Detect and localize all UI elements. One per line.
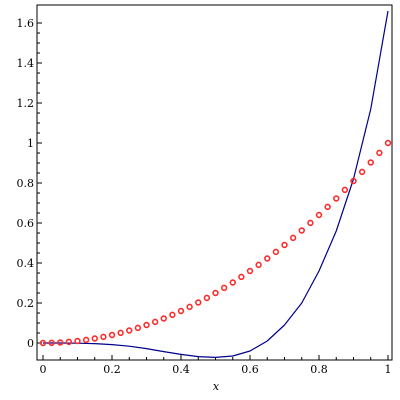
series-point-red (91, 335, 98, 342)
series-layer (39, 10, 392, 358)
x-tick-label: 0.2 (103, 363, 121, 376)
series-point-red (100, 333, 107, 341)
series-point-red (203, 294, 211, 302)
series-point-red (324, 203, 331, 211)
series-point-red (358, 168, 366, 176)
series-point-red (74, 337, 81, 345)
x-tick-label: 0 (40, 363, 47, 376)
series-point-red (160, 315, 167, 322)
series-point-red (117, 329, 124, 337)
series-point-red (82, 336, 90, 344)
y-tick-label: 0 (27, 337, 34, 350)
series-point-red (341, 186, 349, 194)
series-line-blue (43, 10, 389, 358)
y-tick-label: 0.6 (17, 217, 35, 230)
series-point-red (151, 318, 159, 326)
x-tick-label: 0.6 (241, 363, 259, 376)
x-tick-label: 0.8 (310, 363, 328, 376)
x-tick-label: 0.4 (172, 363, 190, 376)
series-point-red (39, 339, 47, 347)
y-tick-label: 0.2 (17, 297, 35, 310)
series-point-red (384, 139, 392, 147)
series-point-red (238, 273, 245, 281)
y-tick-label: 0.4 (17, 257, 35, 270)
series-point-red (48, 339, 55, 347)
series-point-red (65, 338, 73, 346)
series-point-red (298, 227, 305, 234)
y-tick-label: 1 (27, 137, 34, 150)
series-point-red (229, 279, 236, 286)
y-tick-label: 1.2 (17, 97, 35, 110)
series-point-red (272, 248, 280, 256)
series-point-red (350, 177, 357, 185)
y-tick-label: 1.4 (17, 57, 35, 70)
series-point-red (315, 211, 323, 219)
series-point-red (289, 234, 297, 242)
series-point-red (169, 311, 176, 319)
series-point-red (177, 307, 185, 315)
series-point-red (376, 149, 383, 157)
series-point-red (264, 255, 271, 262)
series-point-red (307, 219, 314, 227)
series-point-red (108, 331, 116, 339)
axis-tick-labels: 0 0.2 0.4 0.6 0.8 1 0 0.2 0.4 0.6 0.8 1 1.2 1.4 1.6 (17, 17, 392, 376)
axis-ticks (37, 22, 389, 360)
series-point-red (195, 299, 202, 306)
series-point-red (367, 159, 374, 166)
series-point-red (281, 241, 288, 249)
series-point-red (220, 284, 228, 292)
series-point-red (255, 261, 262, 269)
x-tick-label: 1 (385, 363, 392, 376)
series-point-red (126, 327, 133, 334)
series-point-red (134, 324, 142, 332)
y-tick-label: 1.6 (17, 17, 35, 30)
series-point-red (246, 267, 254, 275)
series-point-red (143, 321, 150, 329)
series-point-red (57, 339, 64, 346)
series-point-red (212, 289, 219, 297)
y-tick-label: 0.8 (17, 177, 35, 190)
x-axis-label: x (213, 380, 220, 393)
series-point-red (186, 303, 193, 311)
series-point-red (333, 195, 340, 202)
